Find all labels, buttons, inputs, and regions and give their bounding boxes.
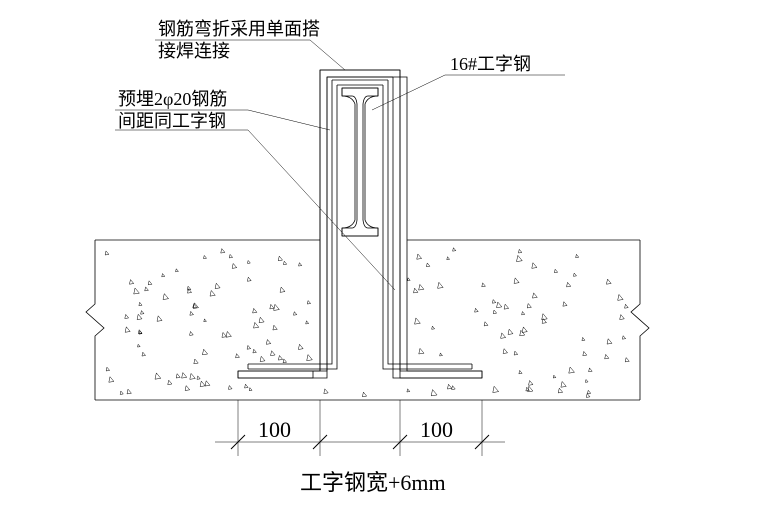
dimension-block: 100 100 工字钢宽+6mm (215, 400, 505, 495)
note1-line1: 钢筋弯折采用单面搭 (158, 19, 320, 39)
note3-line2: 间距同工字钢 (118, 111, 226, 131)
dim-left: 100 (258, 417, 291, 442)
leaders (115, 40, 565, 290)
bottom-note: 工字钢宽+6mm (300, 470, 446, 495)
concrete-stipple (105, 248, 629, 398)
note1-line2: 接焊连接 (158, 41, 230, 61)
note3-line1: 预埋2φ20钢筋 (118, 89, 227, 109)
dim-right: 100 (420, 417, 453, 442)
note2: 16#工字钢 (450, 54, 531, 74)
concrete-slab (86, 240, 649, 400)
i-beam-section (342, 88, 378, 236)
